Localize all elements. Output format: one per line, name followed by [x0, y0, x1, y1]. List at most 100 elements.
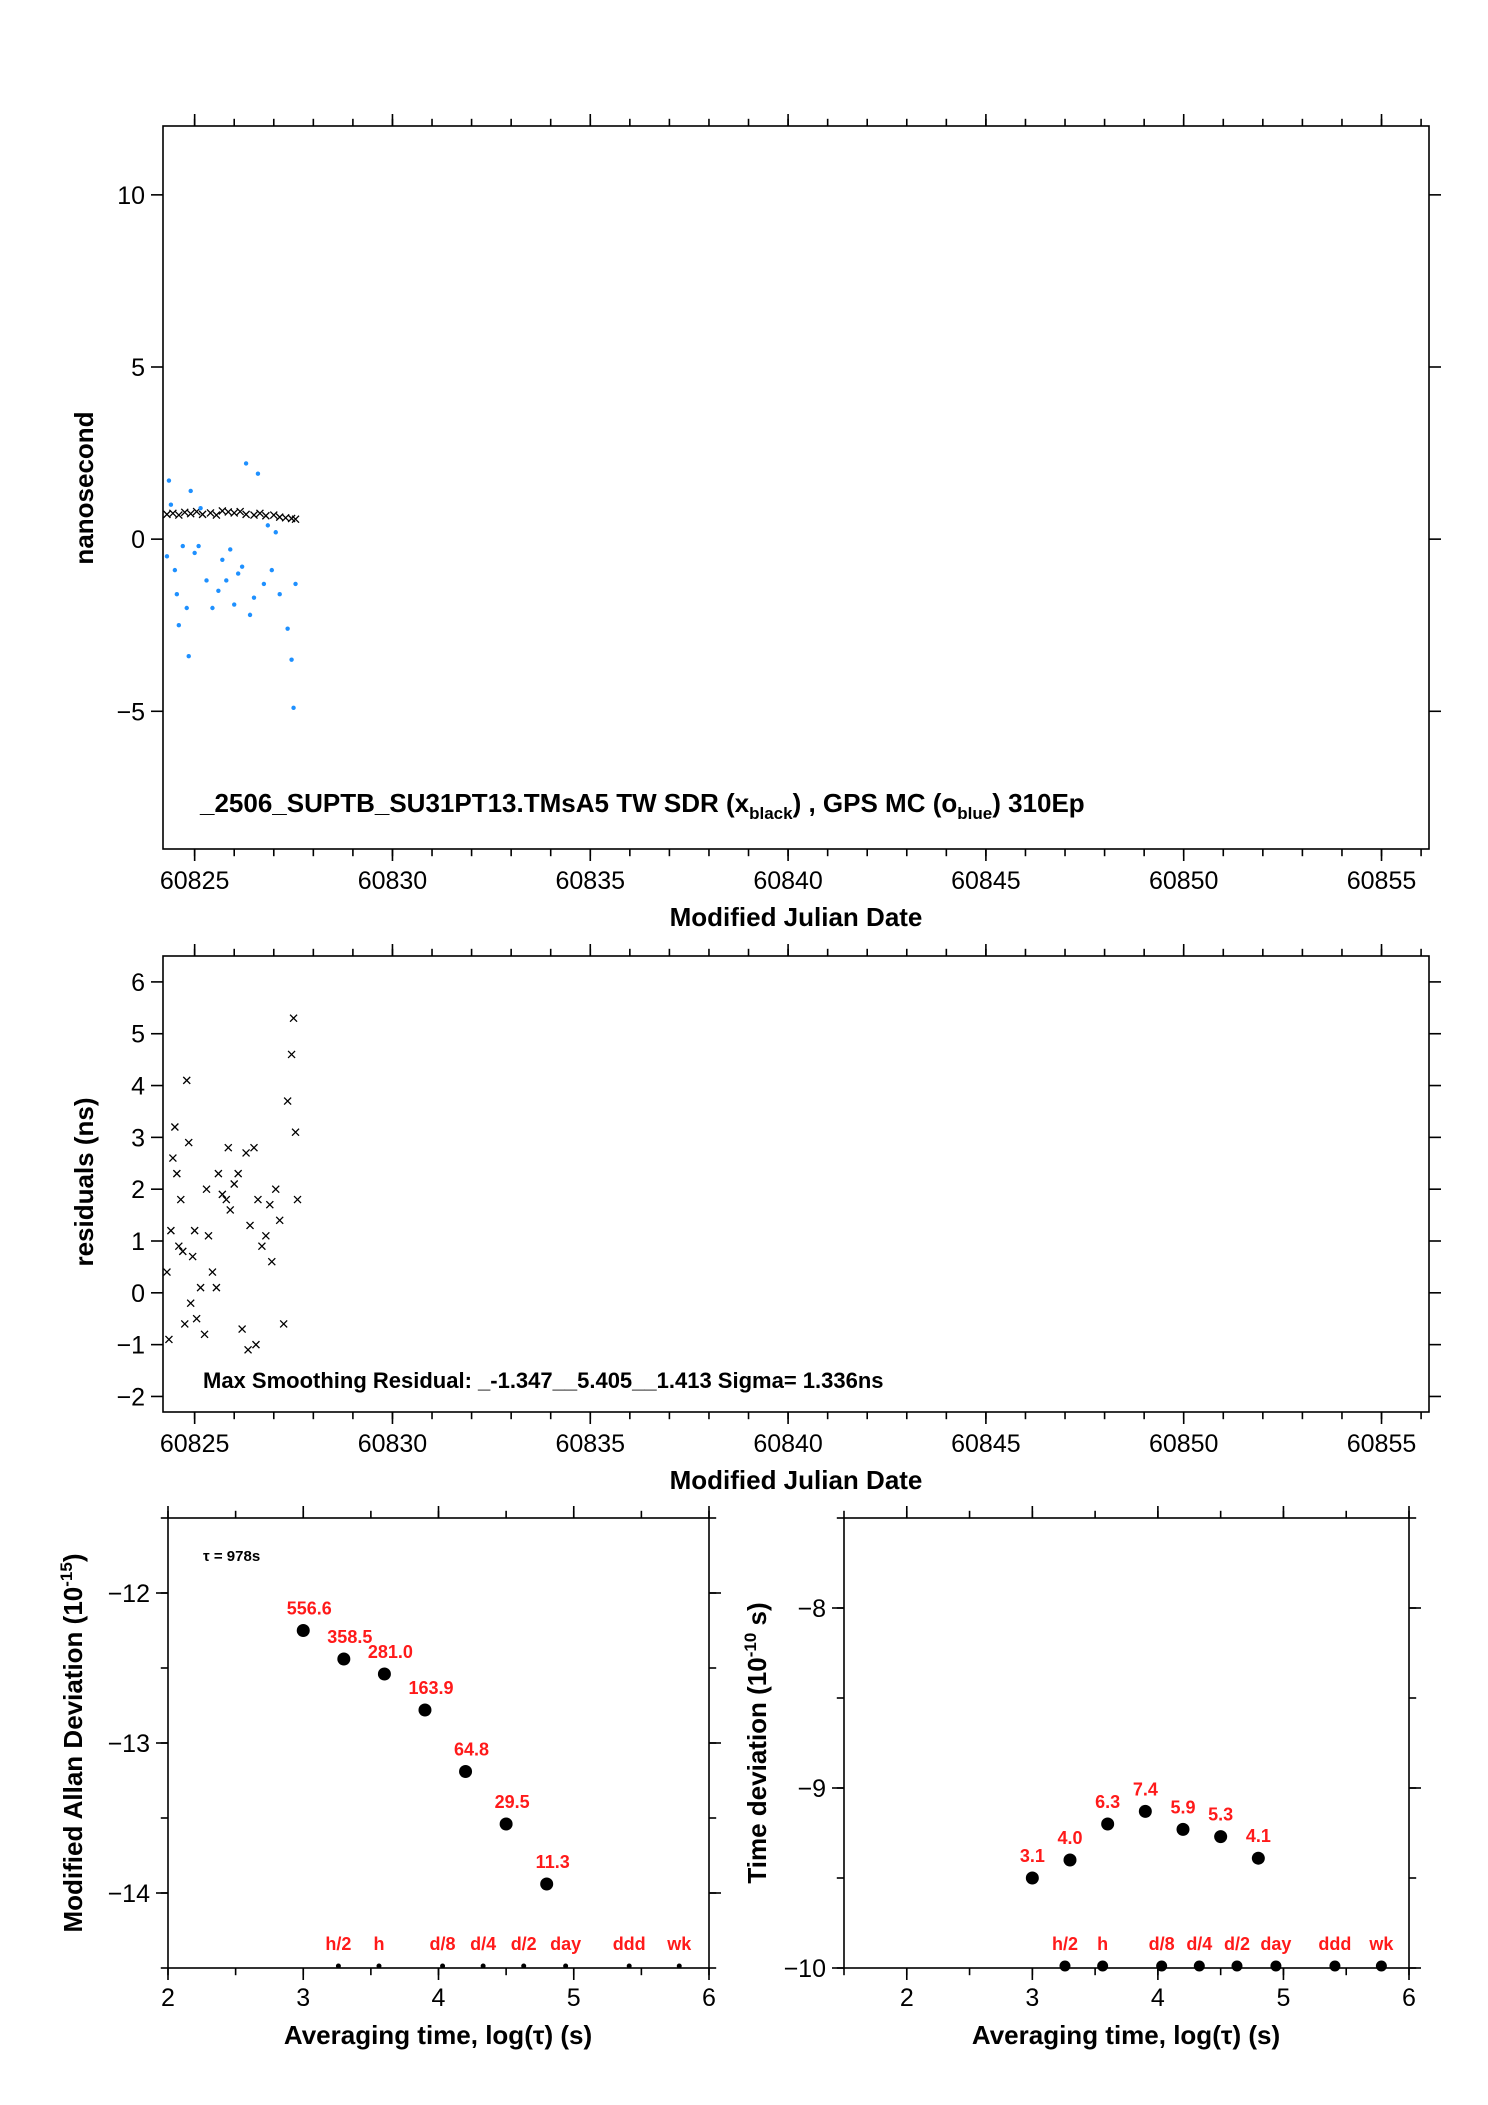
- point-label: 163.9: [408, 1678, 453, 1698]
- data-point: [188, 1252, 197, 1261]
- data-point-stroke: [261, 511, 270, 520]
- data-point: [247, 612, 253, 618]
- y-tick-label: −10: [784, 1955, 826, 1983]
- data-point-stroke: [289, 1014, 298, 1023]
- series-annotation: _2506_SUPTB_SU31PT13.TMsA5 TW SDR (xblac…: [199, 788, 1085, 823]
- data-point: [168, 509, 177, 518]
- data-point: [275, 1216, 284, 1225]
- data-point-stroke: [291, 515, 300, 524]
- data-point: [174, 1242, 183, 1251]
- data-point: [186, 1299, 195, 1308]
- data-point: [273, 530, 278, 535]
- data-point: [242, 1148, 251, 1157]
- data-point-stroke: [230, 509, 239, 517]
- data-point: [271, 1185, 280, 1194]
- data-point: [296, 1624, 310, 1637]
- data-point: [216, 588, 221, 593]
- data-point-stroke: [271, 1185, 280, 1194]
- y-axis-title: Time deviation (10-10 s): [741, 1602, 772, 1883]
- data-point: [291, 1128, 300, 1137]
- data-point: [283, 1097, 292, 1106]
- x-tick-label: 60825: [160, 1430, 230, 1458]
- data-point: [212, 1283, 221, 1292]
- data-point-stroke: [182, 1076, 191, 1085]
- data-point-stroke: [269, 511, 278, 520]
- data-point: [172, 567, 178, 573]
- time-marker-label: d/8: [430, 1934, 456, 1954]
- time-marker: [1375, 1960, 1387, 1972]
- x-tick-label: 5: [1276, 1984, 1290, 2012]
- x-tick-label: 6: [1402, 1984, 1416, 2012]
- data-point-stroke: [212, 1283, 221, 1292]
- y-tick-label: 10: [117, 182, 145, 210]
- data-point: [253, 1195, 262, 1204]
- point-label: 5.9: [1170, 1797, 1195, 1817]
- x-tick-label: 60835: [556, 867, 626, 895]
- data-point: [224, 1143, 233, 1152]
- data-point-stroke: [242, 510, 251, 519]
- data-point: [214, 1169, 223, 1178]
- data-point: [257, 1242, 266, 1251]
- plot-frame: [162, 125, 1430, 850]
- x-tick-label: 60825: [160, 867, 230, 895]
- y-tick-label: 4: [131, 1073, 145, 1101]
- y-tick-label: −13: [108, 1730, 150, 1758]
- data-point: [166, 1226, 175, 1235]
- time-marker: [1231, 1960, 1243, 1972]
- point-label: 29.5: [495, 1792, 530, 1812]
- data-point-stroke: [186, 1299, 195, 1308]
- data-point: [235, 571, 241, 576]
- data-point: [265, 1200, 274, 1209]
- data-point-stroke: [168, 1154, 177, 1163]
- time-marker: [376, 1963, 382, 1969]
- data-point: [499, 1817, 513, 1831]
- data-point: [1138, 1804, 1152, 1818]
- data-point: [269, 567, 274, 573]
- data-point-stroke: [162, 510, 171, 519]
- data-point: [212, 511, 221, 520]
- data-point-stroke: [261, 1231, 270, 1240]
- data-point-stroke: [257, 1242, 266, 1251]
- data-point: [176, 1195, 185, 1204]
- data-point-stroke: [184, 1138, 193, 1147]
- data-point-stroke: [178, 1247, 187, 1256]
- data-point-stroke: [218, 1190, 227, 1199]
- point-label: 5.3: [1208, 1805, 1233, 1825]
- residual-annotation: Max Smoothing Residual: _-1.347__5.405__…: [203, 1368, 884, 1393]
- x-tick-label: 60835: [556, 1430, 626, 1458]
- x-tick-label: 4: [1151, 1984, 1165, 2012]
- data-point: [287, 1050, 296, 1059]
- data-point-stroke: [164, 1335, 173, 1344]
- time-marker: [676, 1963, 682, 1969]
- data-point: [182, 1076, 191, 1085]
- data-point: [172, 1169, 181, 1178]
- data-point: [222, 1195, 231, 1204]
- data-point-stroke: [283, 1097, 292, 1106]
- data-point: [261, 511, 270, 520]
- data-point: [178, 1247, 187, 1256]
- time-marker: [1097, 1960, 1109, 1972]
- point-label: 4.1: [1246, 1826, 1271, 1846]
- time-marker-label: ddd: [613, 1934, 646, 1954]
- data-point: [198, 510, 207, 519]
- point-label: 3.1: [1020, 1846, 1045, 1866]
- data-point-stroke: [265, 1200, 274, 1209]
- data-point-stroke: [202, 1185, 211, 1194]
- data-point-stroke: [224, 1143, 233, 1152]
- data-point-stroke: [279, 1319, 288, 1328]
- data-point: [204, 578, 209, 583]
- data-point: [168, 1154, 177, 1163]
- data-point: [293, 581, 298, 587]
- panel-tdev: 2 3 4 5 6 −8 −9 −10 3.1 4.0 6.3 7.4 5.9 5.3 4.1 h/2 h d/…: [741, 1506, 1421, 2050]
- data-point: [192, 1314, 201, 1323]
- data-point-stroke: [190, 1226, 199, 1235]
- data-point: [289, 1014, 298, 1023]
- y-tick-label: −5: [116, 698, 145, 726]
- time-marker: [440, 1963, 446, 1969]
- plot-frame: [162, 955, 1430, 1413]
- time-marker-label: h/2: [1052, 1934, 1078, 1954]
- data-point-stroke: [180, 508, 189, 517]
- x-tick-label: 60840: [753, 867, 823, 895]
- data-point-stroke: [238, 1325, 247, 1334]
- data-point: [202, 1185, 211, 1194]
